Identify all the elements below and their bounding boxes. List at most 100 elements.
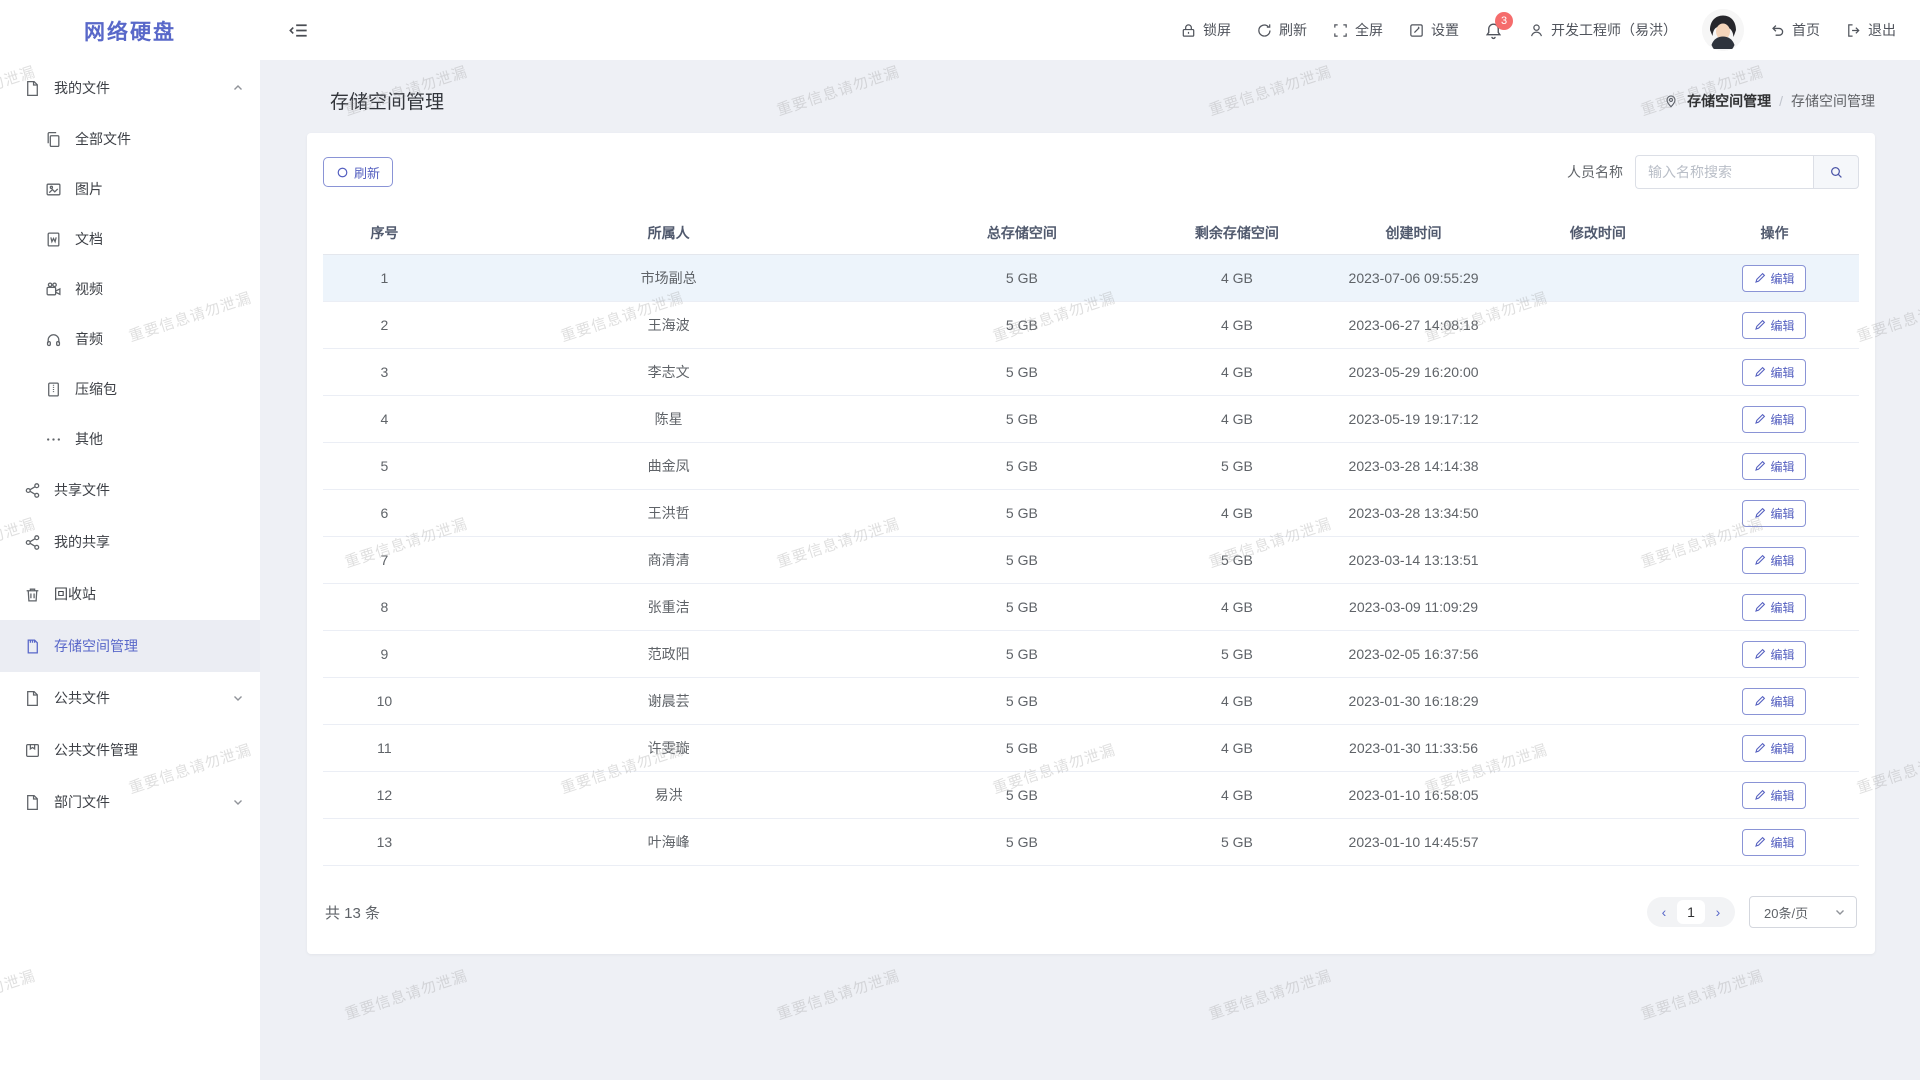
table-row[interactable]: 3 李志文 5 GB 4 GB 2023-05-29 16:20:00 编辑 [323,349,1859,396]
next-page-button[interactable]: › [1707,898,1729,926]
cell-total-storage: 5 GB [891,693,1152,709]
prev-page-button[interactable]: ‹ [1653,898,1675,926]
notification-badge: 3 [1495,12,1513,30]
search-button[interactable] [1813,155,1859,189]
zip-file-icon [45,381,62,398]
cell-created-time: 2023-06-27 14:08:18 [1321,317,1505,333]
chevron-down-icon [232,692,244,704]
table-row[interactable]: 7 商清清 5 GB 5 GB 2023-03-14 13:13:51 编辑 [323,537,1859,584]
fullscreen-button[interactable]: 全屏 [1332,20,1383,40]
search-input[interactable] [1635,155,1813,189]
cell-total-storage: 5 GB [891,505,1152,521]
table-row[interactable]: 10 谢晨芸 5 GB 4 GB 2023-01-30 16:18:29 编辑 [323,678,1859,725]
cell-total-storage: 5 GB [891,364,1152,380]
edit-button-label: 编辑 [1770,411,1794,428]
edit-button[interactable]: 编辑 [1742,641,1806,668]
edit-button-label: 编辑 [1770,364,1794,381]
cell-created-time: 2023-03-14 13:13:51 [1321,552,1505,568]
fullscreen-icon [1332,22,1349,39]
sidebar-item-recycle-bin[interactable]: 回收站 [0,568,260,620]
table-refresh-button[interactable]: 刷新 [323,157,393,187]
pencil-icon [1754,272,1766,284]
table-row[interactable]: 5 曲金凤 5 GB 5 GB 2023-03-28 14:14:38 编辑 [323,443,1859,490]
sidebar: 网络硬盘 我的文件 全部文件 图片 文档 视频 音频 压缩包 其他 共享文件 我… [0,0,260,1080]
column-header-remaining: 剩余存储空间 [1152,223,1321,243]
refresh-icon [336,166,349,179]
edit-button[interactable]: 编辑 [1742,782,1806,809]
edit-button[interactable]: 编辑 [1742,735,1806,762]
edit-button[interactable]: 编辑 [1742,453,1806,480]
cell-created-time: 2023-05-29 16:20:00 [1321,364,1505,380]
cell-index: 9 [323,646,446,662]
pencil-icon [1754,319,1766,331]
logout-button[interactable]: 退出 [1845,20,1896,40]
pencil-icon [1754,695,1766,707]
table-row[interactable]: 8 张重洁 5 GB 4 GB 2023-03-09 11:09:29 编辑 [323,584,1859,631]
user-menu[interactable]: 开发工程师（易洪） [1528,20,1677,40]
table-row[interactable]: 4 陈星 5 GB 4 GB 2023-05-19 19:17:12 编辑 [323,396,1859,443]
cell-owner: 陈星 [446,409,891,429]
sidebar-item-public-files-management[interactable]: 公共文件管理 [0,724,260,776]
page-size-select[interactable]: 20条/页 [1749,896,1857,928]
sidebar-item-all-files[interactable]: 全部文件 [0,114,260,164]
sidebar-item-audio[interactable]: 音频 [0,314,260,364]
username: 开发工程师（易洪） [1551,20,1677,40]
sidebar-item-label: 部门文件 [54,792,110,812]
sidebar-item-my-files[interactable]: 我的文件 [0,62,260,114]
edit-button[interactable]: 编辑 [1742,547,1806,574]
table-row[interactable]: 6 王洪哲 5 GB 4 GB 2023-03-28 13:34:50 编辑 [323,490,1859,537]
edit-button[interactable]: 编辑 [1742,688,1806,715]
sidebar-item-videos[interactable]: 视频 [0,264,260,314]
sidebar-item-my-shares[interactable]: 我的共享 [0,516,260,568]
sidebar-item-archives[interactable]: 压缩包 [0,364,260,414]
edit-button[interactable]: 编辑 [1742,265,1806,292]
edit-button-label: 编辑 [1770,458,1794,475]
edit-button[interactable]: 编辑 [1742,594,1806,621]
sidebar-item-images[interactable]: 图片 [0,164,260,214]
topbar: 锁屏 刷新 全屏 设置 3 开发工程师（易洪） [260,0,1920,60]
sidebar-item-label: 其他 [75,429,103,449]
lock-screen-button[interactable]: 锁屏 [1180,20,1231,40]
image-icon [45,181,62,198]
cell-index: 13 [323,834,446,850]
cell-index: 11 [323,740,446,756]
sidebar-item-label: 图片 [75,179,103,199]
table-row[interactable]: 12 易洪 5 GB 4 GB 2023-01-10 16:58:05 编辑 [323,772,1859,819]
cell-total-storage: 5 GB [891,317,1152,333]
avatar[interactable] [1702,9,1744,51]
sidebar-item-department-files[interactable]: 部门文件 [0,776,260,828]
table-row[interactable]: 1 市场副总 5 GB 4 GB 2023-07-06 09:55:29 编辑 [323,255,1859,302]
table-row[interactable]: 9 范政阳 5 GB 5 GB 2023-02-05 16:37:56 编辑 [323,631,1859,678]
sidebar-item-label: 全部文件 [75,129,131,149]
refresh-button[interactable]: 刷新 [1256,20,1307,40]
notifications-button[interactable]: 3 [1484,21,1503,40]
pencil-icon [1754,366,1766,378]
edit-button-label: 编辑 [1770,834,1794,851]
edit-button[interactable]: 编辑 [1742,500,1806,527]
column-header-owner: 所属人 [446,223,891,243]
chevron-up-icon [232,82,244,94]
cell-index: 10 [323,693,446,709]
home-button[interactable]: 首页 [1769,20,1820,40]
edit-button[interactable]: 编辑 [1742,359,1806,386]
current-page[interactable]: 1 [1677,900,1705,924]
edit-button[interactable]: 编辑 [1742,312,1806,339]
sidebar-item-documents[interactable]: 文档 [0,214,260,264]
sidebar-item-others[interactable]: 其他 [0,414,260,464]
lock-icon [1180,22,1197,39]
file-icon [24,80,41,97]
cell-remaining-storage: 4 GB [1152,411,1321,427]
cell-owner: 李志文 [446,362,891,382]
breadcrumb-first[interactable]: 存储空间管理 [1687,91,1771,111]
table-row[interactable]: 13 叶海峰 5 GB 5 GB 2023-01-10 14:45:57 编辑 [323,819,1859,866]
sidebar-item-storage-management[interactable]: 存储空间管理 [0,620,260,672]
sidebar-item-public-files[interactable]: 公共文件 [0,672,260,724]
table-row[interactable]: 2 王海波 5 GB 4 GB 2023-06-27 14:08:18 编辑 [323,302,1859,349]
edit-button[interactable]: 编辑 [1742,406,1806,433]
edit-button[interactable]: 编辑 [1742,829,1806,856]
menu-fold-icon[interactable] [288,20,309,41]
settings-button[interactable]: 设置 [1408,20,1459,40]
storage-card-icon [24,638,41,655]
table-row[interactable]: 11 许雯璇 5 GB 4 GB 2023-01-30 11:33:56 编辑 [323,725,1859,772]
sidebar-item-shared-files[interactable]: 共享文件 [0,464,260,516]
